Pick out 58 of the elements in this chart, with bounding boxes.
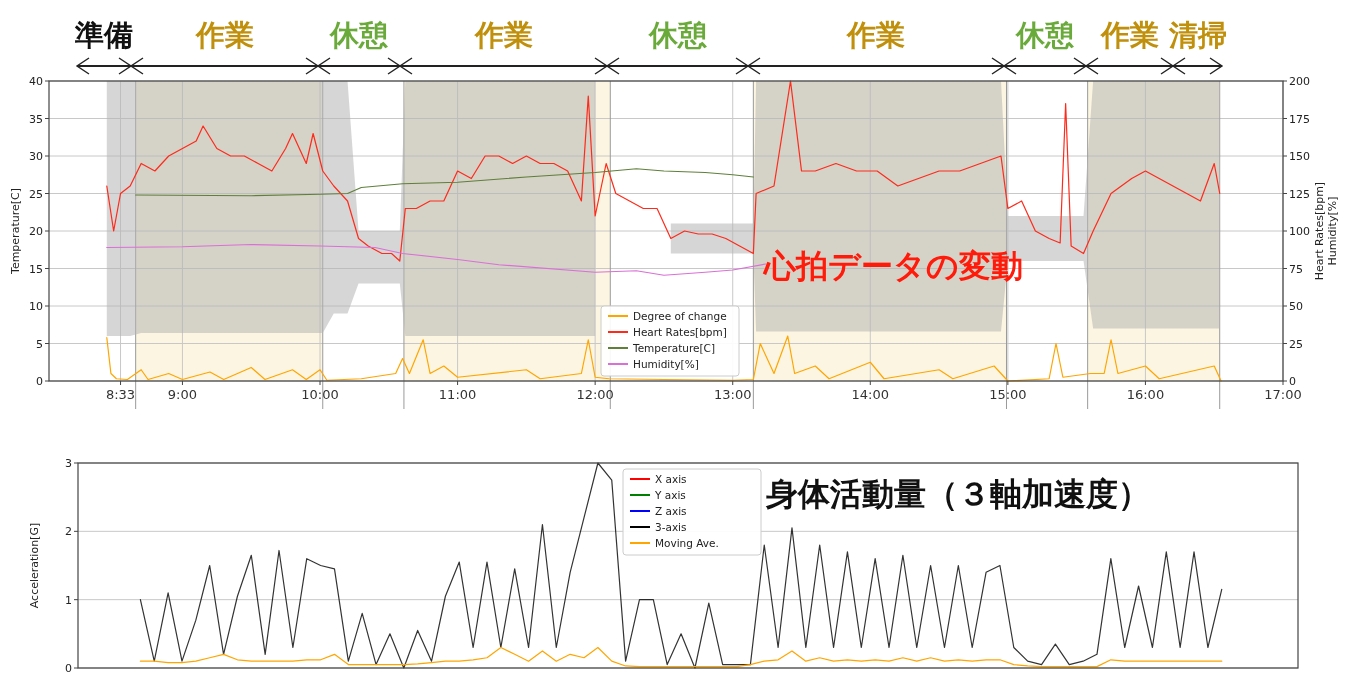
text: 休憩: [647, 18, 707, 52]
x-tick-label: 15:00: [989, 387, 1027, 402]
y2-tick-label: 100: [1289, 225, 1310, 238]
y-tick-label: 5: [36, 337, 43, 351]
y2-axis-title: Heart Rates[bpm] Humidity[%]: [1312, 181, 1339, 281]
y-tick-label: 3: [65, 457, 72, 470]
y2-tick-label: 75: [1289, 262, 1303, 276]
x-tick-label: 13:00: [713, 387, 752, 402]
annotation: 身体活動量（３軸加速度）: [765, 475, 1150, 513]
y2-tick-label: 175: [1289, 112, 1310, 126]
y2-tick-label: 25: [1289, 337, 1303, 351]
x-tick-label: 14:00: [851, 387, 890, 402]
y-axis-title: Acceleration[G]: [28, 522, 41, 609]
x-tick-label: 8:33: [105, 387, 136, 402]
y-tick-label: 2: [65, 525, 72, 539]
y-axis-title: Temperature[C]: [9, 188, 22, 275]
x-tick-label: 17:00: [1264, 387, 1302, 402]
line-series: [139, 646, 1223, 668]
x-tick-label: 16:00: [1126, 387, 1165, 402]
y-tick-label: 15: [29, 262, 43, 276]
text: 休憩: [329, 18, 388, 52]
legend-label: Temperature[C]: [632, 342, 716, 354]
x-tick-label: 12:00: [576, 387, 614, 402]
legend-label: Y axis: [654, 489, 686, 501]
y-tick-label: 25: [29, 187, 43, 201]
y-tick-label: 1: [65, 593, 72, 607]
y-tick-label: 10: [29, 300, 43, 313]
legend-label: 3-axis: [655, 521, 687, 533]
y-tick-label: 40: [29, 75, 43, 88]
text: 作業: [846, 18, 905, 52]
annotation: 心拍データの変動: [761, 247, 1023, 285]
y-tick-label: 30: [29, 150, 43, 163]
line-series: [135, 168, 754, 197]
legend-label: Humidity[%]: [633, 358, 699, 370]
line-series: [139, 462, 1223, 669]
text: 作業: [473, 18, 533, 52]
legend-label: Heart Rates[bpm]: [633, 326, 727, 338]
x-tick-label: 10:00: [301, 387, 339, 402]
y-tick-label: 0: [65, 662, 72, 675]
legend-label: X axis: [655, 473, 687, 485]
legend-label: Z axis: [655, 505, 687, 517]
y2-tick-label: 150: [1289, 150, 1310, 163]
text: 作業: [194, 18, 254, 52]
legend-label: Degree of change: [633, 310, 727, 322]
y2-tick-label: 125: [1289, 187, 1310, 201]
x-tick-label: 9:00: [167, 387, 198, 402]
legend-label: Moving Ave.: [655, 537, 719, 549]
y-tick-label: 20: [29, 225, 43, 238]
text: 準備: [74, 18, 133, 52]
y2-tick-label: 50: [1289, 300, 1303, 313]
text: 清掃: [1167, 18, 1227, 52]
text: 作業: [1099, 18, 1159, 52]
x-tick-label: 11:00: [438, 387, 477, 402]
text: 休憩: [1015, 18, 1074, 52]
y2-tick-label: 0: [1289, 375, 1296, 388]
y-tick-label: 0: [36, 375, 43, 388]
y2-tick-label: 200: [1289, 75, 1310, 88]
y-tick-label: 35: [29, 112, 43, 126]
